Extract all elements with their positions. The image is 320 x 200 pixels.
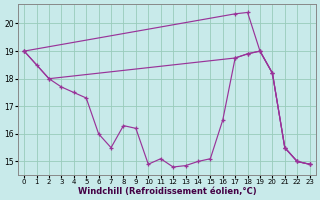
X-axis label: Windchill (Refroidissement éolien,°C): Windchill (Refroidissement éolien,°C) <box>77 187 256 196</box>
